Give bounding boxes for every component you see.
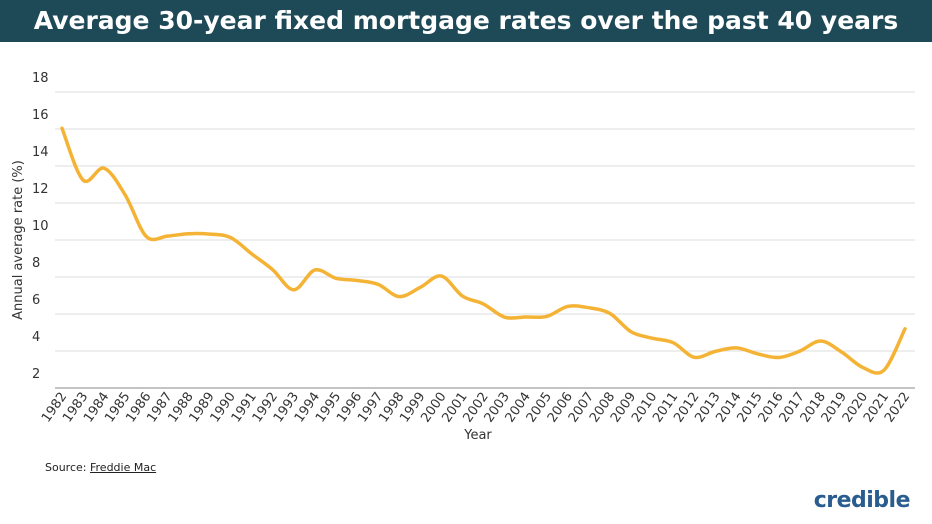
line [60, 126, 907, 375]
y-tick-label: 14 [32, 145, 49, 160]
y-tick-label: 8 [32, 256, 40, 271]
chart: Year Annual average rate (%) 2 4 6 8 10 12 14 1… [11, 71, 915, 443]
y-tick-label: 16 [32, 108, 49, 123]
chart-title: Average 30-year fixed mortgage rates ove… [0, 0, 932, 42]
y-tick-label: 10 [32, 219, 49, 234]
y-tick-label: 18 [32, 71, 49, 86]
y-tick-label: 4 [32, 330, 40, 345]
y-axis-title: Annual average rate (%) [11, 160, 26, 320]
source-link[interactable]: Freddie Mac [90, 461, 157, 474]
y-tick-label: 6 [32, 293, 40, 308]
logo: credible [813, 488, 911, 513]
x-axis-title: Year [463, 428, 492, 443]
source: Source: Freddie Mac [45, 461, 156, 474]
y-tick-label: 2 [32, 367, 40, 382]
y-tick-label: 12 [32, 182, 49, 197]
source-label: Source: [45, 461, 87, 474]
